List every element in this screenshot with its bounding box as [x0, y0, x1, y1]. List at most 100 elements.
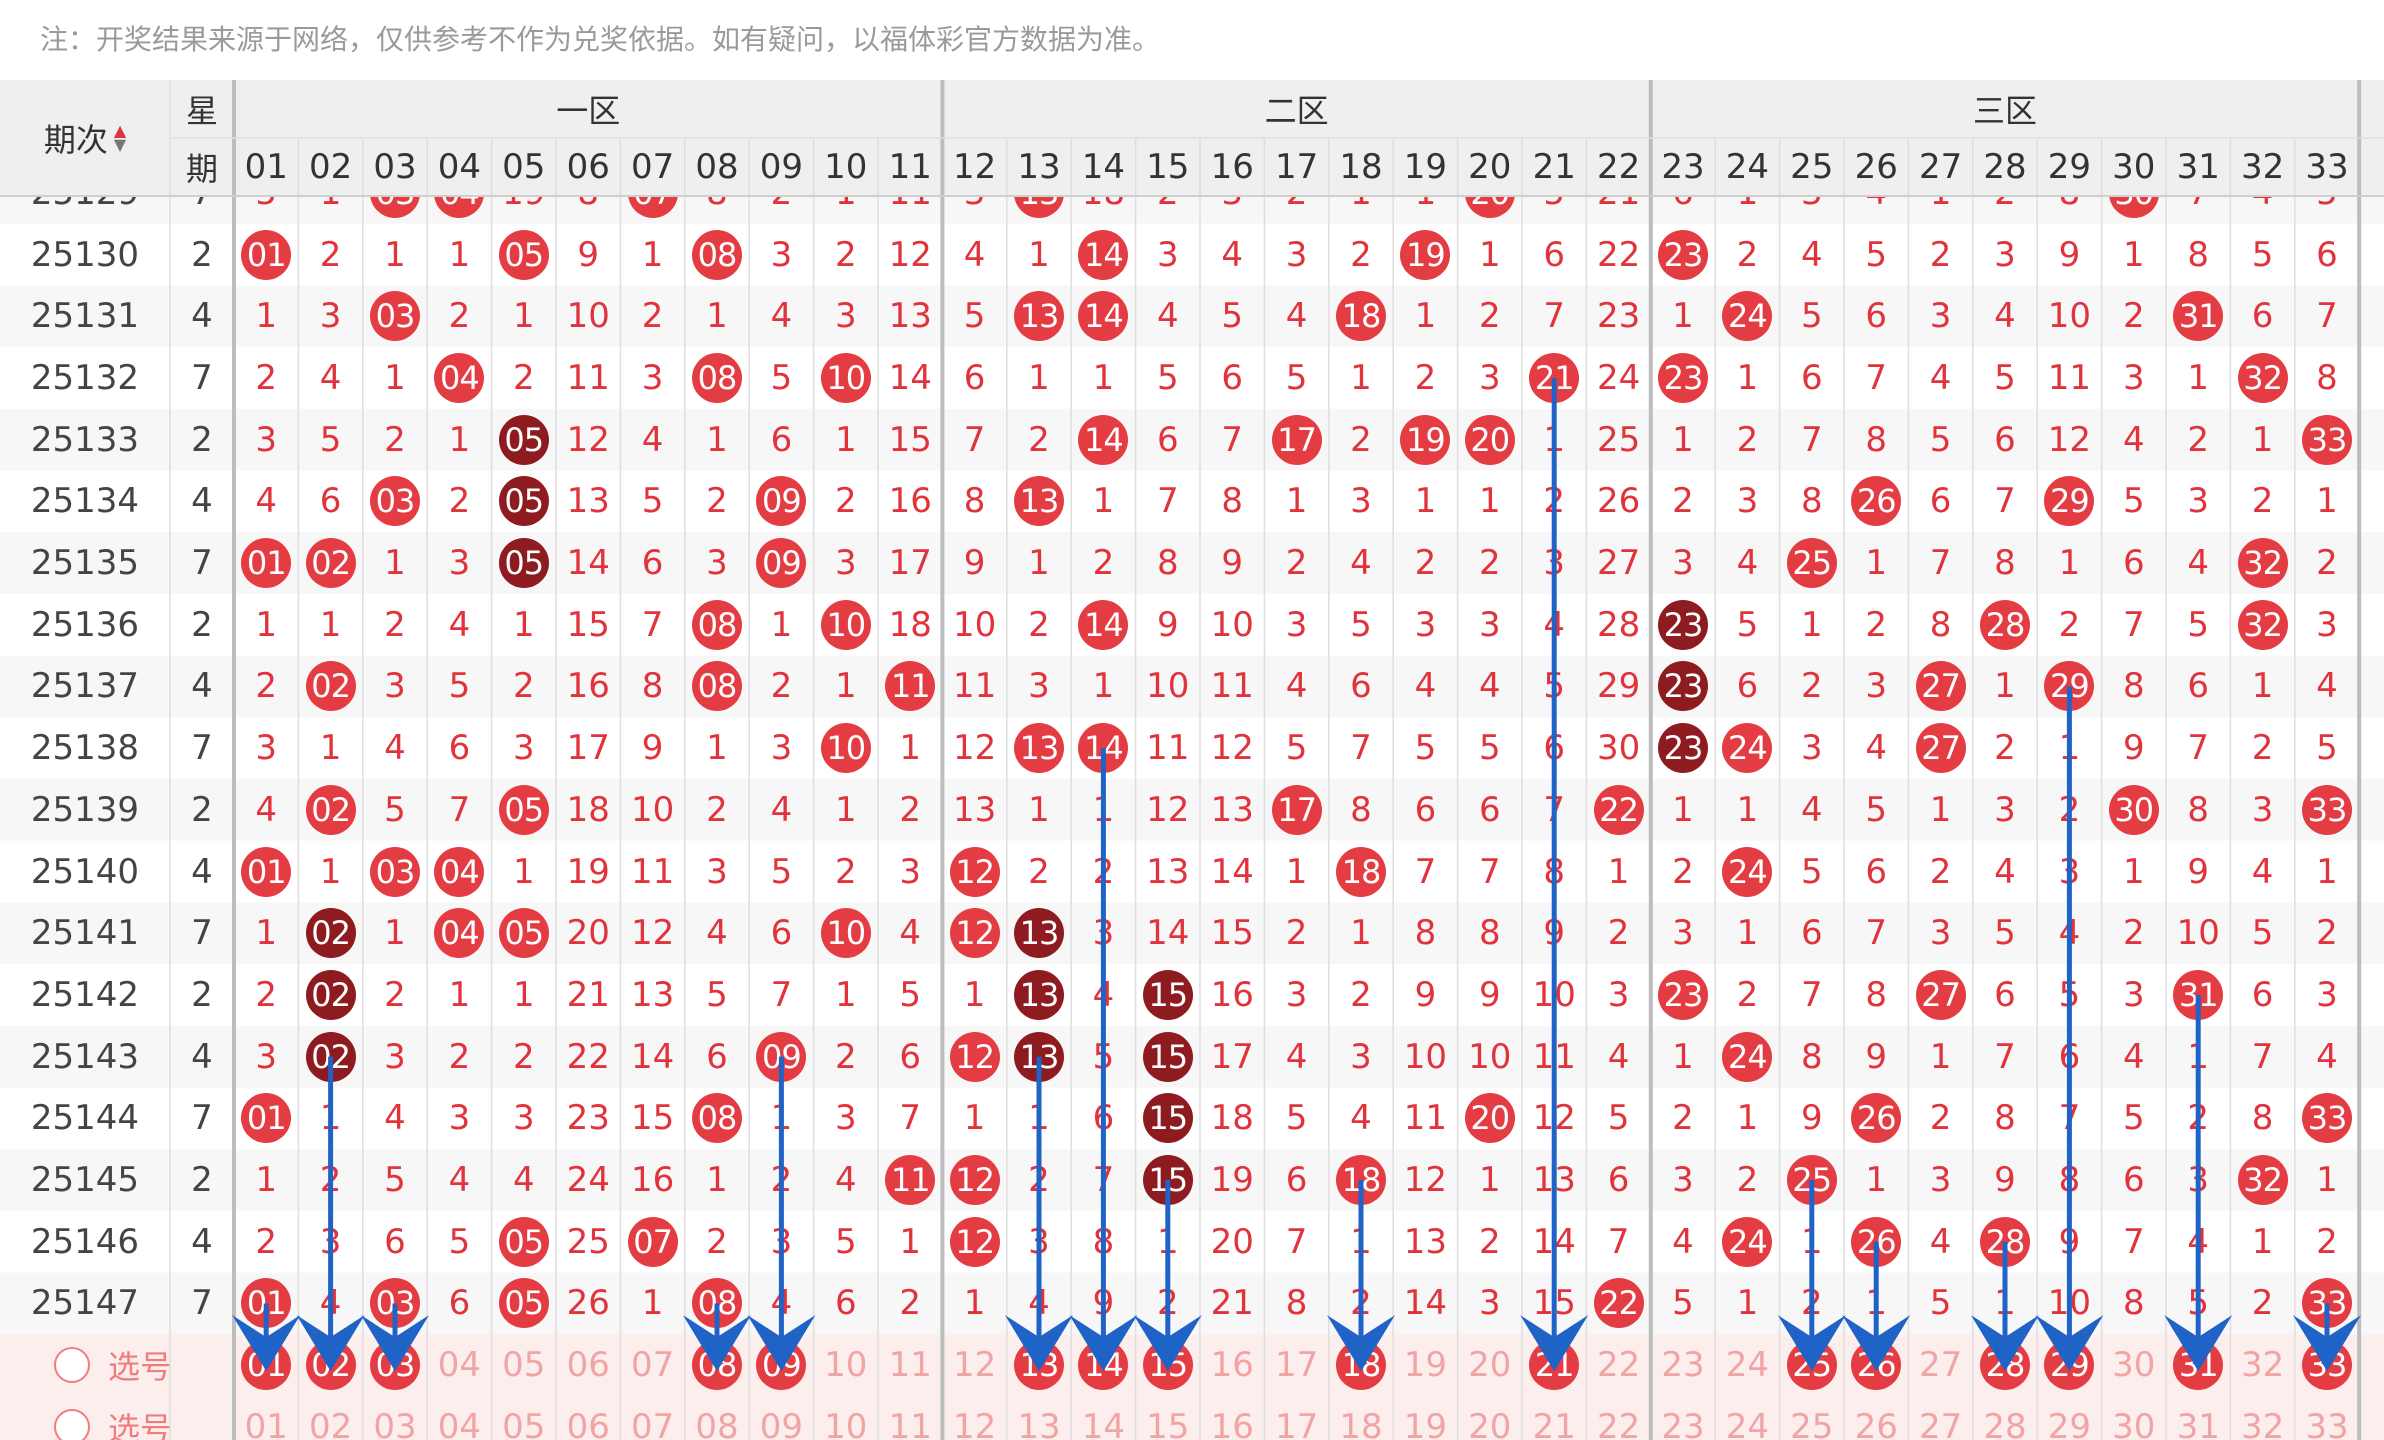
omission-count-cell[interactable]: 8 [620, 656, 684, 718]
drawn-number-cell[interactable]: 10 [814, 347, 878, 409]
omission-count-cell[interactable]: 1 [2037, 717, 2101, 779]
omission-count-cell[interactable]: 7 [1522, 285, 1586, 347]
omission-count-cell[interactable]: 2 [1586, 902, 1650, 964]
drawn-number-cell[interactable]: 15 [1136, 1026, 1200, 1088]
drawn-number-cell[interactable]: 04 [427, 841, 491, 903]
omission-count-cell[interactable]: 3 [814, 1088, 878, 1150]
omission-count-cell[interactable]: 6 [814, 1273, 878, 1335]
omission-count-cell[interactable]: 12 [942, 717, 1006, 779]
omission-count-cell[interactable]: 3 [234, 717, 298, 779]
omission-count-cell[interactable]: 10 [1200, 594, 1264, 656]
omission-count-cell[interactable]: 5 [814, 1211, 878, 1273]
omission-count-cell[interactable]: 12 [1136, 779, 1200, 841]
omission-count-cell[interactable]: 2 [363, 964, 427, 1026]
drawn-number-cell[interactable]: 23 [1651, 717, 1715, 779]
omission-count-cell[interactable]: 14 [1136, 902, 1200, 964]
omission-count-cell[interactable]: 10 [2166, 902, 2230, 964]
omission-count-cell[interactable]: 3 [363, 656, 427, 718]
drawn-number-cell[interactable]: 08 [685, 656, 749, 718]
omission-count-cell[interactable]: 3 [1264, 594, 1328, 656]
omission-count-cell[interactable]: 3 [298, 1211, 362, 1273]
omission-count-cell[interactable]: 2 [1007, 1149, 1071, 1211]
omission-count-cell[interactable]: 8 [942, 471, 1006, 533]
omission-count-cell[interactable]: 9 [1393, 964, 1457, 1026]
select-number[interactable]: 01 [234, 1334, 298, 1396]
omission-count-cell[interactable]: 2 [1458, 1211, 1522, 1273]
omission-count-cell[interactable]: 7 [1780, 964, 1844, 1026]
select-number[interactable]: 14 [1071, 1334, 1135, 1396]
omission-count-cell[interactable]: 14 [878, 347, 942, 409]
select-number[interactable]: 10 [814, 1334, 878, 1396]
omission-count-cell[interactable]: 2 [685, 471, 749, 533]
drawn-number-cell[interactable]: 01 [234, 1273, 298, 1335]
omission-count-cell[interactable]: 8 [1780, 1026, 1844, 1088]
drawn-number-cell[interactable]: 24 [1715, 1026, 1779, 1088]
drawn-number-cell[interactable]: 33 [2295, 1273, 2359, 1335]
drawn-number-cell[interactable]: 23 [1651, 224, 1715, 286]
drawn-number-cell[interactable]: 14 [1071, 717, 1135, 779]
select-number[interactable]: 26 [1844, 1334, 1908, 1396]
omission-count-cell[interactable]: 8 [1844, 964, 1908, 1026]
omission-count-cell[interactable]: 4 [2166, 1211, 2230, 1273]
drawn-number-cell[interactable]: 23 [1651, 964, 1715, 1026]
omission-count-cell[interactable]: 9 [1973, 1149, 2037, 1211]
select-number[interactable]: 19 [1393, 1396, 1457, 1440]
omission-count-cell[interactable]: 4 [2037, 902, 2101, 964]
omission-count-cell[interactable]: 2 [2295, 902, 2359, 964]
drawn-number-cell[interactable]: 24 [1715, 285, 1779, 347]
omission-count-cell[interactable]: 9 [2037, 1211, 2101, 1273]
omission-count-cell[interactable]: 1 [814, 779, 878, 841]
omission-count-cell[interactable]: 9 [942, 532, 1006, 594]
omission-count-cell[interactable]: 7 [1329, 717, 1393, 779]
omission-count-cell[interactable]: 4 [2295, 656, 2359, 718]
omission-count-cell[interactable]: 2 [1329, 964, 1393, 1026]
omission-count-cell[interactable]: 4 [1908, 347, 1972, 409]
omission-count-cell[interactable]: 10 [556, 285, 620, 347]
omission-count-cell[interactable]: 8 [1200, 471, 1264, 533]
omission-count-cell[interactable]: 4 [2295, 1026, 2359, 1088]
drawn-number-cell[interactable]: 14 [1071, 285, 1135, 347]
drawn-number-cell[interactable]: 09 [749, 532, 813, 594]
drawn-number-cell[interactable]: 02 [298, 532, 362, 594]
omission-count-cell[interactable]: 1 [1071, 347, 1135, 409]
omission-count-cell[interactable]: 7 [2102, 1211, 2166, 1273]
select-number[interactable]: 04 [427, 1334, 491, 1396]
omission-count-cell[interactable]: 1 [234, 594, 298, 656]
omission-count-cell[interactable]: 4 [1200, 224, 1264, 286]
omission-count-cell[interactable]: 1 [749, 1088, 813, 1150]
omission-count-cell[interactable]: 14 [1522, 1211, 1586, 1273]
omission-count-cell[interactable]: 8 [2166, 779, 2230, 841]
omission-count-cell[interactable]: 2 [1908, 841, 1972, 903]
omission-count-cell[interactable]: 5 [1908, 1273, 1972, 1335]
omission-count-cell[interactable]: 2 [492, 347, 556, 409]
omission-count-cell[interactable]: 8 [1844, 409, 1908, 471]
omission-count-cell[interactable]: 4 [1973, 285, 2037, 347]
selected-ball[interactable]: 03 [369, 1340, 420, 1391]
select-number[interactable]: 19 [1393, 1334, 1457, 1396]
drawn-number-cell[interactable]: 08 [685, 224, 749, 286]
drawn-number-cell[interactable]: 10 [814, 594, 878, 656]
omission-count-cell[interactable]: 14 [620, 1026, 684, 1088]
omission-count-cell[interactable]: 2 [1007, 594, 1071, 656]
omission-count-cell[interactable]: 6 [1264, 1149, 1328, 1211]
drawn-number-cell[interactable]: 13 [1007, 717, 1071, 779]
omission-count-cell[interactable]: 6 [1200, 347, 1264, 409]
omission-count-cell[interactable]: 7 [2166, 717, 2230, 779]
select-number[interactable]: 22 [1586, 1334, 1650, 1396]
omission-count-cell[interactable]: 8 [1329, 779, 1393, 841]
omission-count-cell[interactable]: 1 [492, 594, 556, 656]
omission-count-cell[interactable]: 6 [1908, 471, 1972, 533]
drawn-number-cell[interactable]: 13 [1007, 964, 1071, 1026]
omission-count-cell[interactable]: 2 [1393, 532, 1457, 594]
omission-count-cell[interactable]: 5 [1973, 347, 2037, 409]
drawn-number-cell[interactable]: 10 [814, 902, 878, 964]
omission-count-cell[interactable]: 3 [1908, 1149, 1972, 1211]
omission-count-cell[interactable]: 11 [2037, 347, 2101, 409]
drawn-number-cell[interactable]: 24 [1715, 841, 1779, 903]
drawn-number-cell[interactable]: 01 [234, 532, 298, 594]
omission-count-cell[interactable]: 4 [1522, 594, 1586, 656]
omission-count-cell[interactable]: 26 [556, 1273, 620, 1335]
omission-count-cell[interactable]: 8 [2102, 1273, 2166, 1335]
omission-count-cell[interactable]: 1 [1071, 656, 1135, 718]
drawn-number-cell[interactable]: 15 [1136, 964, 1200, 1026]
